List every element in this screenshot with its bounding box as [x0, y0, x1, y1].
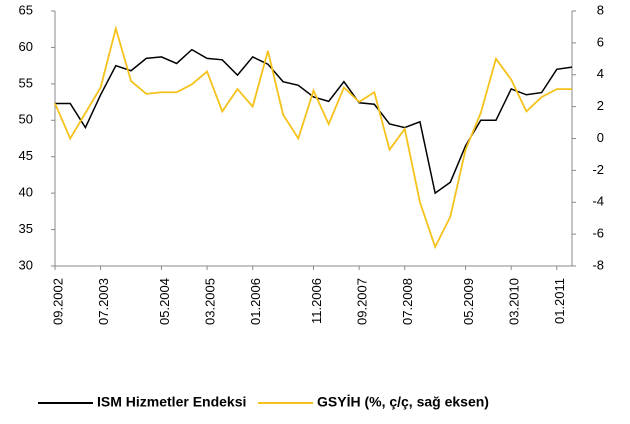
y2-tick-label: -8	[592, 257, 604, 272]
x-tick-label: 07.2008	[400, 278, 415, 325]
x-tick-label: 01.2011	[552, 278, 567, 324]
y-tick-label: 60	[19, 39, 33, 54]
y-tick-label: 40	[19, 185, 33, 200]
x-tick-label: 03.2010	[507, 278, 522, 325]
y2-tick-label: -4	[592, 194, 604, 209]
y-tick-label: 30	[19, 257, 33, 272]
x-tick-label: 05.2009	[461, 278, 476, 325]
y2-tick-label: 8	[597, 2, 604, 17]
x-tick-label: 11.2006	[309, 278, 324, 324]
y2-tick-label: -2	[592, 162, 604, 177]
y-tick-label: 35	[19, 221, 33, 236]
y2-tick-label: 2	[597, 98, 604, 113]
y2-tick-label: 0	[597, 130, 604, 145]
legend-label: ISM Hizmetler Endeksi	[97, 394, 246, 410]
x-tick-label: 05.2004	[157, 278, 172, 325]
y-tick-label: 50	[19, 112, 33, 127]
x-tick-label: 03.2005	[202, 278, 217, 325]
y-tick-label: 45	[19, 148, 33, 163]
x-tick-label: 07.2003	[96, 278, 111, 325]
series-line	[55, 48, 573, 195]
x-tick-label: 01.2006	[248, 278, 263, 325]
x-tick-label: 09.2007	[355, 278, 370, 325]
x-tick-label: 09.2002	[50, 278, 65, 325]
y2-tick-label: 4	[597, 66, 604, 81]
legend-label: GSYİH (%, ç/ç, sağ eksen)	[317, 394, 489, 410]
y-tick-label: 55	[19, 75, 33, 90]
y-tick-label: 65	[19, 2, 33, 17]
y2-tick-label: 6	[597, 34, 604, 49]
series-line	[54, 25, 572, 250]
y2-tick-label: -6	[592, 226, 604, 241]
